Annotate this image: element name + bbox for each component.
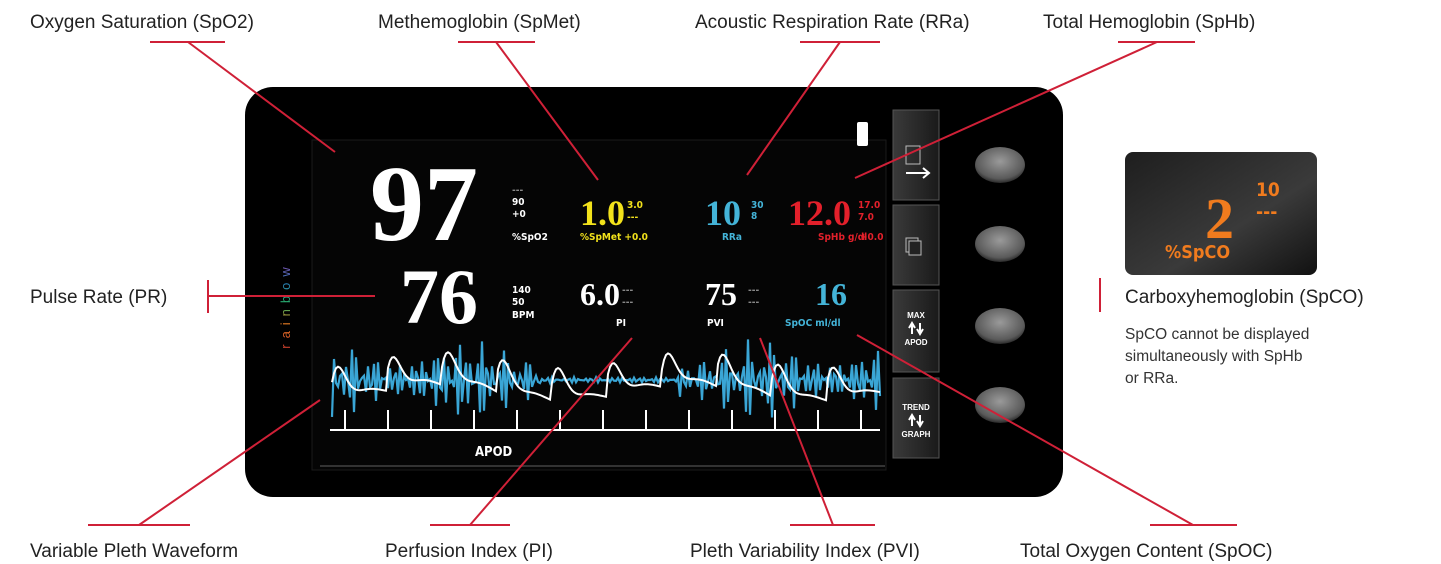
pi-limit: --- <box>622 285 633 296</box>
key-label: APOD <box>904 338 927 347</box>
key-label: TREND <box>902 403 930 412</box>
pr-limit: 50 <box>512 297 525 308</box>
pvi-value: 75 <box>705 276 737 312</box>
spco-limit: 10 <box>1256 179 1280 201</box>
rra-unit: RRa <box>722 232 742 243</box>
spo2-limit: --- <box>512 185 523 196</box>
pr-value: 76 <box>400 253 478 340</box>
spco-unit: %SpCO <box>1165 242 1230 263</box>
key-label: GRAPH <box>902 430 931 439</box>
callout-label: Perfusion Index (PI) <box>385 541 553 562</box>
spoc-unit: SpOC ml/dl <box>785 318 841 329</box>
soft-key[interactable] <box>893 110 939 200</box>
mode-label: APOD <box>475 445 513 460</box>
page: {"callouts": {"spo2": "Oxygen Saturation… <box>0 0 1441 564</box>
callout-label: Carboxyhemoglobin (SpCO) <box>1125 287 1364 308</box>
spmet-unit: %SpMet +0.0 <box>580 232 648 243</box>
spo2-limit: 90 <box>512 197 525 208</box>
callout-label: Pulse Rate (PR) <box>30 287 167 308</box>
pvi-limit: --- <box>748 285 759 296</box>
spco-limit: --- <box>1256 201 1277 223</box>
pvi-limit: --- <box>748 297 759 308</box>
callout-label: Methemoglobin (SpMet) <box>378 12 581 33</box>
pr-unit: BPM <box>512 310 534 321</box>
rra-limit: 8 <box>751 211 757 222</box>
battery <box>857 122 868 146</box>
key-label: MAX <box>907 311 925 320</box>
diagram: rainbow 97 --- 90 +0 %SpO2 1.0 3.0 --- %… <box>0 0 1441 564</box>
pi-limit: --- <box>622 297 633 308</box>
rra-value: 10 <box>705 193 741 233</box>
note-line: or RRa. <box>1125 370 1178 387</box>
pr-limit: 140 <box>512 285 531 296</box>
hard-key[interactable] <box>975 147 1025 183</box>
pvi-unit: PVI <box>707 318 724 329</box>
spmet-value: 1.0 <box>580 193 625 233</box>
callout-label: Acoustic Respiration Rate (RRa) <box>695 12 970 33</box>
brand: rainbow <box>278 261 293 349</box>
icon <box>909 241 921 255</box>
callout-label: Total Hemoglobin (SpHb) <box>1043 12 1255 33</box>
rra-limit: 30 <box>751 200 764 211</box>
hard-key[interactable] <box>975 308 1025 344</box>
sphb-offset: +0.0 <box>860 232 883 243</box>
note-line: simultaneously with SpHb <box>1125 348 1302 365</box>
sphb-limit: 7.0 <box>858 212 874 223</box>
soft-keys: MAX APOD TREND GRAPH <box>893 110 939 458</box>
sphb-limit: 17.0 <box>858 200 880 211</box>
spoc-value: 16 <box>815 276 847 312</box>
callout-label: Total Oxygen Content (SpOC) <box>1020 541 1272 562</box>
callout-label: Variable Pleth Waveform <box>30 541 238 562</box>
note-line: SpCO cannot be displayed <box>1125 326 1309 343</box>
spo2-unit: %SpO2 <box>512 232 548 243</box>
spmet-limit: 3.0 <box>627 200 643 211</box>
spmet-limit: --- <box>627 212 638 223</box>
spo2-value: 97 <box>370 145 478 264</box>
spo2-limit: +0 <box>512 209 526 220</box>
soft-key[interactable] <box>893 378 939 458</box>
hard-key[interactable] <box>975 226 1025 262</box>
pi-value: 6.0 <box>580 276 620 312</box>
callout-label: Pleth Variability Index (PVI) <box>690 541 920 562</box>
pi-unit: PI <box>616 318 626 329</box>
sphb-value: 12.0 <box>788 193 851 233</box>
callout-label: Oxygen Saturation (SpO2) <box>30 12 254 33</box>
